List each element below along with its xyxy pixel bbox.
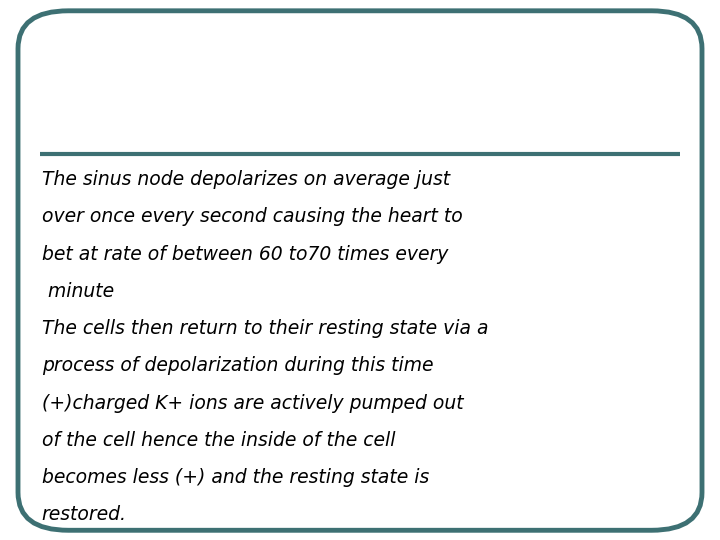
Text: becomes less (+) and the resting state is: becomes less (+) and the resting state i… xyxy=(42,468,429,487)
Text: minute: minute xyxy=(42,282,114,301)
Text: The sinus node depolarizes on average just: The sinus node depolarizes on average ju… xyxy=(42,170,450,189)
Text: restored.: restored. xyxy=(42,505,127,524)
Text: over once every second causing the heart to: over once every second causing the heart… xyxy=(42,207,462,226)
Text: of the cell hence the inside of the cell: of the cell hence the inside of the cell xyxy=(42,431,395,450)
Text: process of depolarization during this time: process of depolarization during this ti… xyxy=(42,356,433,375)
FancyBboxPatch shape xyxy=(18,11,702,530)
Text: bet at rate of between 60 to70 times every: bet at rate of between 60 to70 times eve… xyxy=(42,245,448,264)
Text: (+)charged K+ ions are actively pumped out: (+)charged K+ ions are actively pumped o… xyxy=(42,394,464,413)
Text: The cells then return to their resting state via a: The cells then return to their resting s… xyxy=(42,319,488,338)
